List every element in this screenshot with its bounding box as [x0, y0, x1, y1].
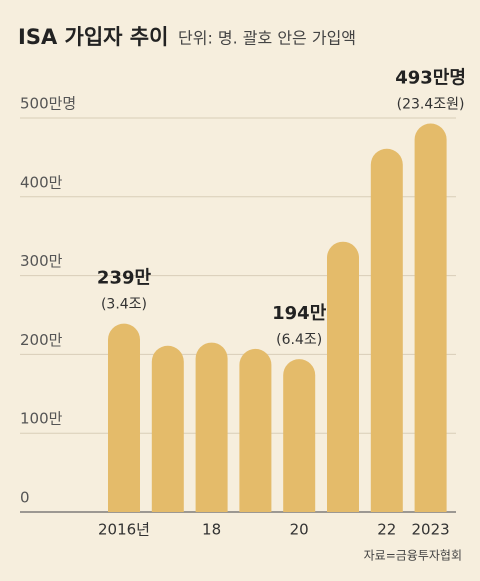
bar	[414, 123, 447, 513]
bar	[195, 342, 228, 512]
amount-label: (3.4조)	[101, 297, 147, 313]
bar	[108, 323, 140, 512]
bar	[151, 345, 184, 512]
x-tick-label: 2023	[412, 521, 450, 539]
value-label: 194만	[272, 303, 327, 324]
source: 자료=금융투자협회	[364, 549, 462, 563]
y-tick-label: 0	[20, 489, 30, 507]
value-label: 493만명	[395, 68, 466, 89]
chart-subtitle: 단위: 명. 괄호 안은 가입액	[178, 29, 356, 48]
x-tick-label: 18	[202, 521, 221, 539]
chart-title: ISA 가입자 추이	[18, 25, 168, 49]
y-tick-label: 500만명	[20, 95, 76, 113]
y-tick-label: 100만	[20, 410, 63, 428]
x-tick-label: 2016년	[98, 521, 150, 539]
x-tick-label: 20	[290, 521, 309, 539]
amount-label: (23.4조원)	[397, 97, 465, 113]
bar	[283, 359, 316, 512]
bar	[239, 348, 272, 512]
y-tick-label: 200만	[20, 331, 63, 349]
value-label: 239만	[97, 268, 152, 289]
amount-label: (6.4조)	[276, 332, 322, 348]
y-tick-label: 400만	[20, 173, 63, 191]
y-tick-label: 300만	[20, 252, 63, 270]
bar	[370, 148, 403, 512]
bar	[327, 241, 359, 512]
x-tick-label: 22	[377, 521, 396, 539]
